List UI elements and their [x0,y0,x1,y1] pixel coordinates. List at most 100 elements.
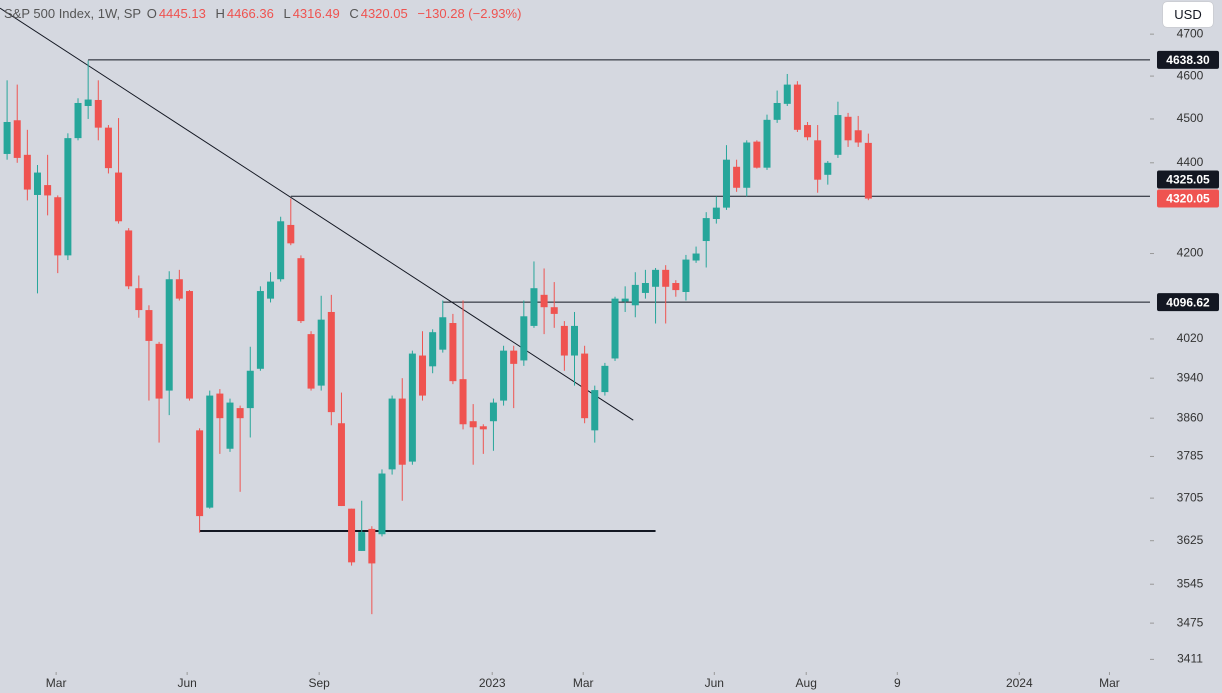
candle-body [804,125,812,138]
candle-body [368,528,376,564]
candle-body [591,390,599,431]
candle-body [104,127,112,169]
candle-body [125,230,133,287]
candle-body [267,281,275,299]
candle-body [692,253,700,261]
candle-body [246,370,254,409]
candle-body [449,323,457,382]
candle-body [94,99,102,128]
candle-body [510,350,518,364]
currency-button[interactable]: USD [1163,2,1213,27]
ohlc-letter: L [283,6,291,21]
candle-body [814,140,822,180]
y-tick-label: 3625 [1177,533,1204,547]
candle-body [84,99,92,107]
x-tick-label: 2024 [1006,676,1033,690]
candle-body [489,402,497,422]
ohlc-value: 4316.49 [292,6,340,21]
candle-body [783,84,791,104]
candle-body [743,142,751,188]
candle-body [652,269,660,287]
level-price-label-box [1157,170,1219,189]
candle-body [388,398,396,470]
ohlc-letter: C [349,6,359,21]
ohlc-letter: O [146,6,157,21]
candle-body [216,393,224,419]
candle-body [540,294,548,308]
candle-body [33,172,41,195]
y-tick-label: 3545 [1177,576,1204,590]
candle-body [3,121,11,154]
candle-body [662,269,670,287]
y-tick-label: 4200 [1177,246,1204,260]
price-axis [1150,0,1222,693]
ohlc-value: 4466.36 [226,6,274,21]
candle-body [155,343,163,399]
candle-body [398,398,406,465]
candle-body [763,119,771,168]
candle-body [520,316,528,361]
candle-body [13,120,21,158]
y-tick-label: 4700 [1177,26,1204,40]
y-tick-label: 4400 [1177,155,1204,169]
time-axis [0,672,1222,693]
y-tick-label: 3411 [1177,652,1203,666]
candle-body [317,319,325,386]
candle-body [621,298,629,302]
ohlc-value: 4445.13 [158,6,206,21]
candle-body [74,102,82,139]
candle-body [145,310,153,341]
candle-body [550,307,558,314]
candle-body [307,334,315,389]
candle-body [733,166,741,188]
candle-body [165,279,173,391]
candle-body [378,473,386,535]
symbol-title: S&P 500 Index, 1W, SP [4,6,142,21]
candle-body [429,332,437,367]
candle-body [631,284,639,306]
candle-body [236,408,244,419]
trend-line [0,7,634,421]
candle-body [702,218,710,242]
x-tick-label: Mar [46,676,67,690]
candle-body [773,102,781,120]
candle-body [530,288,538,326]
candle-body [175,279,183,299]
candle-body [793,84,801,130]
candle-body [287,224,295,244]
candle-body [196,430,204,517]
candle-body [256,291,264,369]
candle-body [864,142,872,199]
candle-body [348,508,356,563]
candle-body [277,221,285,280]
candle-body [115,172,123,222]
candle-body [641,283,649,293]
candle-body [185,291,193,399]
candle-body [419,355,427,396]
candle-body [44,185,52,196]
x-tick-label: Aug [796,676,817,690]
legend-header: S&P 500 Index, 1W, SP O 4445.13 H 4466.36 … [4,6,527,21]
x-tick-label: Sep [308,676,330,690]
candle-body [834,115,842,155]
ohlc-letter: H [215,6,225,21]
candle-body [753,141,761,168]
y-tick-label: 3785 [1177,449,1204,463]
level-price-label: 4638.30 [1166,53,1210,67]
change-value: −130.28 (−2.93%) [417,6,522,21]
y-tick-label: 3705 [1177,490,1204,504]
ohlc-value: 4320.05 [360,6,408,21]
candle-body [135,288,143,311]
candle-body [23,154,31,190]
candle-body [722,159,730,208]
level-price-label-box [1157,293,1219,312]
candle-body [206,395,214,508]
candle-body [682,259,690,292]
y-tick-label: 4600 [1177,68,1204,82]
x-tick-label: Mar [573,676,594,690]
candle-body [854,130,862,143]
candle-body [54,197,62,256]
candle-body [560,325,568,356]
